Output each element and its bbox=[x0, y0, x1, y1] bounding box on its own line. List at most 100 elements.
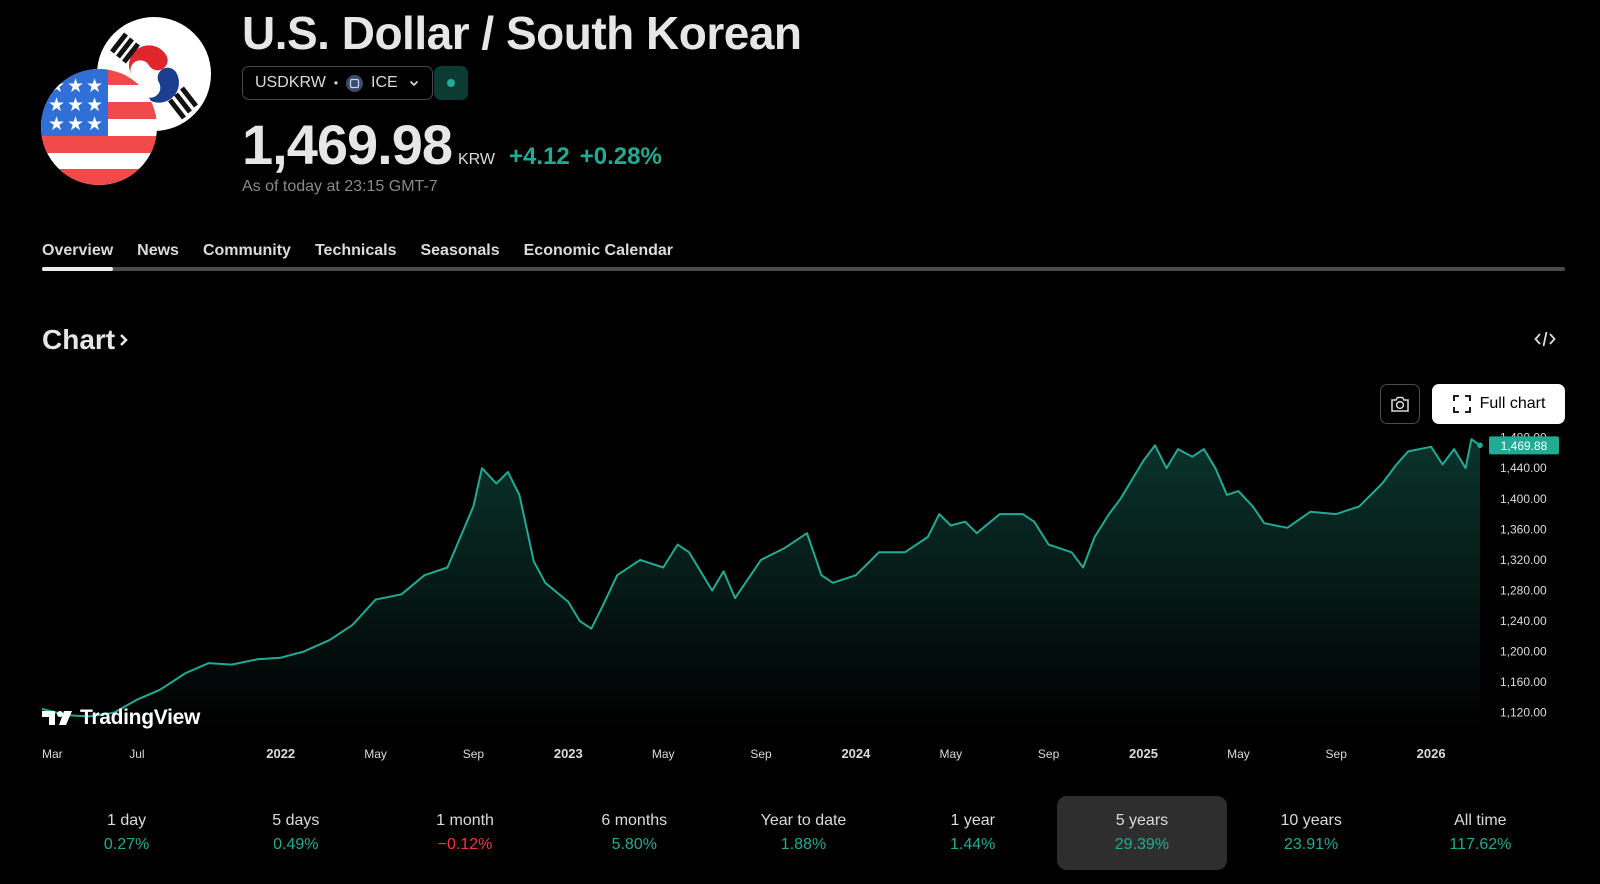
last-price-label: 1,469.88 bbox=[1501, 439, 1548, 453]
period-label: 1 year bbox=[950, 812, 995, 829]
svg-text:★: ★ bbox=[67, 75, 84, 97]
svg-text:★: ★ bbox=[48, 113, 65, 135]
period-label: 5 days bbox=[272, 812, 320, 829]
code-icon bbox=[1534, 331, 1556, 347]
last-price-point bbox=[1477, 442, 1483, 449]
x-tick-label: May bbox=[939, 747, 962, 761]
period-value: 29.39% bbox=[1114, 836, 1170, 853]
period-value: −0.12% bbox=[437, 836, 493, 853]
price-row: 1,469.98 KRW +4.12 +0.28% bbox=[242, 112, 662, 177]
x-tick-label: 2023 bbox=[554, 746, 583, 761]
tab-economic-calendar[interactable]: Economic Calendar bbox=[523, 242, 673, 259]
exchange-icon bbox=[346, 74, 364, 92]
period-1-month[interactable]: 1 month −0.12% bbox=[380, 796, 549, 870]
chevron-right-icon bbox=[120, 334, 128, 346]
x-tick-label: 2022 bbox=[266, 746, 295, 761]
svg-text:★: ★ bbox=[86, 94, 103, 116]
period-value: 1.88% bbox=[780, 836, 827, 853]
full-chart-label: Full chart bbox=[1479, 395, 1546, 412]
us-flag-icon: ★ ★ ★ ★ ★ ★ ★ ★ ★ bbox=[41, 69, 157, 185]
exchange-label: ICE bbox=[371, 74, 398, 91]
tab-seasonals[interactable]: Seasonals bbox=[420, 242, 500, 259]
x-tick-label: Sep bbox=[750, 747, 772, 761]
price-change-percent: +0.28% bbox=[579, 143, 662, 170]
svg-text:★: ★ bbox=[86, 75, 103, 97]
period-5-years[interactable]: 5 years 29.39% bbox=[1057, 796, 1227, 870]
price-chart[interactable]: 1,480.001,440.001,400.001,360.001,320.00… bbox=[0, 430, 1600, 764]
performance-periods: 1 day 0.27% 5 days 0.49% 1 month −0.12% … bbox=[42, 796, 1565, 870]
period-10-years[interactable]: 10 years 23.91% bbox=[1227, 796, 1396, 870]
tab-track bbox=[42, 267, 1565, 271]
y-tick-label: 1,360.00 bbox=[1500, 522, 1547, 536]
price-timestamp: As of today at 23:15 GMT-7 bbox=[242, 178, 438, 195]
market-status-button[interactable] bbox=[434, 66, 468, 100]
x-tick-label: May bbox=[364, 747, 387, 761]
embed-code-button[interactable] bbox=[1532, 326, 1558, 352]
chevron-down-icon bbox=[409, 80, 418, 87]
price-area-fill bbox=[42, 439, 1480, 728]
period-label: 6 months bbox=[601, 812, 668, 829]
period-6-months[interactable]: 6 months 5.80% bbox=[550, 796, 719, 870]
y-tick-label: 1,120.00 bbox=[1500, 706, 1547, 720]
y-tick-label: 1,280.00 bbox=[1500, 583, 1547, 597]
period-label: 5 years bbox=[1115, 812, 1169, 829]
tab-community[interactable]: Community bbox=[202, 242, 291, 259]
y-tick-label: 1,440.00 bbox=[1500, 461, 1547, 475]
tab-news[interactable]: News bbox=[137, 242, 179, 259]
tradingview-logo: TradingView bbox=[42, 706, 200, 730]
period-value: 1.44% bbox=[950, 836, 996, 853]
svg-text:★: ★ bbox=[67, 113, 84, 135]
period-label: 10 years bbox=[1280, 812, 1342, 829]
currency-code: KRW bbox=[457, 151, 496, 168]
period-value: 0.49% bbox=[273, 836, 319, 853]
tab-technicals[interactable]: Technicals bbox=[314, 242, 397, 259]
period-all-time[interactable]: All time 117.62% bbox=[1396, 796, 1565, 870]
x-tick-label: Jul bbox=[129, 747, 144, 761]
x-tick-label: 2024 bbox=[841, 746, 871, 761]
tab-overview[interactable]: Overview bbox=[42, 242, 114, 259]
x-tick-label: Sep bbox=[1038, 747, 1060, 761]
x-tick-label: Sep bbox=[1326, 747, 1348, 761]
svg-text:★: ★ bbox=[67, 94, 84, 116]
y-tick-label: 1,200.00 bbox=[1500, 645, 1547, 659]
separator-dot-icon: • bbox=[333, 76, 339, 90]
currency-flags-icon: ★ ★ ★ ★ ★ ★ ★ ★ ★ bbox=[40, 16, 212, 186]
tab-active-indicator bbox=[42, 267, 113, 271]
tradingview-logo-text: TradingView bbox=[80, 706, 201, 729]
y-tick-label: 1,240.00 bbox=[1500, 614, 1547, 628]
chart-heading-label: Chart bbox=[42, 324, 116, 355]
snapshot-button[interactable] bbox=[1380, 384, 1420, 424]
x-tick-label: May bbox=[652, 747, 675, 761]
x-tick-label: Mar bbox=[42, 747, 63, 761]
chart-heading-link[interactable]: Chart bbox=[42, 324, 131, 356]
svg-text:★: ★ bbox=[86, 113, 103, 135]
y-tick-label: 1,400.00 bbox=[1500, 492, 1547, 506]
page-title: U.S. Dollar / South Korean bbox=[242, 7, 802, 59]
period-1-year[interactable]: 1 year 1.44% bbox=[888, 796, 1057, 870]
svg-text:★: ★ bbox=[48, 94, 65, 116]
period-1-day[interactable]: 1 day 0.27% bbox=[42, 796, 211, 870]
x-tick-label: Sep bbox=[463, 747, 485, 761]
last-price-badge bbox=[1489, 436, 1559, 455]
x-tick-label: 2026 bbox=[1417, 746, 1446, 761]
price-line bbox=[41, 438, 1481, 718]
period-value: 23.91% bbox=[1284, 836, 1339, 853]
period-label: All time bbox=[1454, 812, 1507, 829]
last-price: 1,469.98 bbox=[242, 113, 453, 176]
symbol-selector[interactable]: USDKRW • ICE bbox=[242, 66, 433, 100]
x-tick-label: May bbox=[1227, 747, 1250, 761]
fullscreen-icon bbox=[1452, 395, 1471, 413]
period-year-to-date[interactable]: Year to date 1.88% bbox=[719, 796, 888, 870]
period-label: 1 day bbox=[107, 812, 147, 829]
period-value: 5.80% bbox=[611, 836, 657, 853]
section-tabs: Overview News Community Technicals Seaso… bbox=[42, 242, 673, 260]
full-chart-button[interactable]: Full chart bbox=[1432, 384, 1565, 424]
y-tick-label: 1,160.00 bbox=[1500, 675, 1547, 689]
camera-icon bbox=[1391, 396, 1409, 412]
x-tick-label: 2025 bbox=[1129, 746, 1158, 761]
y-tick-label: 1,320.00 bbox=[1500, 553, 1547, 567]
price-change: +4.12 bbox=[509, 143, 570, 170]
period-label: Year to date bbox=[760, 812, 847, 829]
market-open-dot-icon bbox=[447, 79, 455, 87]
period-5-days[interactable]: 5 days 0.49% bbox=[211, 796, 380, 870]
